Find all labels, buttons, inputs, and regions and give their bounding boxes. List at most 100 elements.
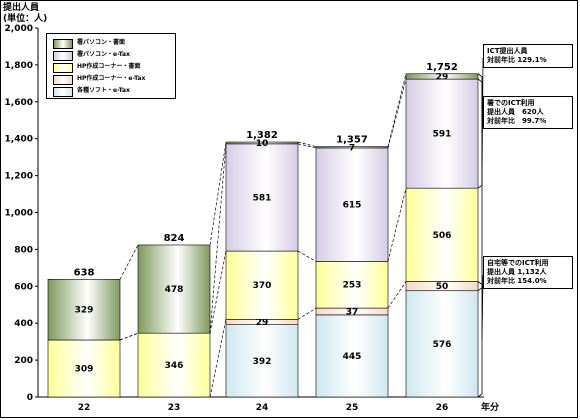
legend-swatch xyxy=(53,87,73,97)
legend-swatch xyxy=(53,51,73,61)
legend: 署パソコン・書面 署パソコン・e-Tax HP作成コーナー・書面 HP作成コーナー・e… xyxy=(46,33,176,99)
connector-line xyxy=(387,73,407,147)
connector-line xyxy=(387,188,407,262)
bar-segment-label: 253 xyxy=(343,281,362,291)
callout-home-ict: 自宅等でのICT利用 提出人員 1,132人 対前年比 154.0% xyxy=(483,256,573,289)
x-tick-label: 24 xyxy=(256,403,269,413)
connector-line xyxy=(297,250,317,262)
bar-segment xyxy=(405,187,479,282)
y-tick-label: 600 xyxy=(14,282,33,292)
bar-segment-label: 615 xyxy=(343,201,362,211)
connector-line xyxy=(209,143,227,334)
bar-segment-label: 370 xyxy=(253,281,272,291)
bar-total-label: 1,752 xyxy=(426,62,458,73)
bar-total-label: 638 xyxy=(74,267,95,278)
y-axis-title: 提出人員 (単位：人) xyxy=(3,3,47,25)
bar-segment xyxy=(405,73,479,80)
bar-total-label: 1,382 xyxy=(246,130,278,141)
legend-swatch xyxy=(53,63,73,73)
y-axis-title-line2: (単位：人) xyxy=(3,14,48,24)
bar-total-label: 824 xyxy=(164,233,185,244)
bar-segment-label: 506 xyxy=(433,231,452,241)
callout-line: 提出人員 620人 xyxy=(487,108,544,116)
bar-segment xyxy=(315,314,389,398)
y-tick-label: 1,000 xyxy=(5,209,33,219)
bar-segment-label: 329 xyxy=(75,306,94,316)
bar-segment-label: 29 xyxy=(436,72,449,82)
bracket-home-ict-leader xyxy=(481,274,484,340)
bar-segment-label: 392 xyxy=(253,357,272,367)
callout-line: 署でのICT利用 xyxy=(487,99,535,107)
bar-segment xyxy=(405,78,479,189)
bar-segment xyxy=(47,339,121,398)
x-tick-label: 25 xyxy=(346,403,359,413)
connector-line xyxy=(297,141,317,147)
bracket-home-ict xyxy=(477,281,483,398)
bar-segment-label: 581 xyxy=(253,193,272,203)
callout-line: 対前年比 129.1% xyxy=(487,56,547,64)
bar-segment xyxy=(137,244,211,334)
connector-line xyxy=(297,307,317,320)
connector-line xyxy=(387,79,407,149)
connector-line xyxy=(209,250,227,334)
bar-segment-label: 29 xyxy=(256,318,269,328)
bar-total-label: 1,357 xyxy=(336,135,368,146)
bar-segment-label: 445 xyxy=(343,352,362,362)
legend-label: HP作成コーナー・書面 xyxy=(77,63,141,70)
y-tick-label: 200 xyxy=(14,356,33,366)
y-tick-label: 1,200 xyxy=(5,172,33,182)
bar-segment-label: 10 xyxy=(256,139,269,149)
y-axis-title-line1: 提出人員 xyxy=(3,3,40,13)
connector-line xyxy=(387,281,407,309)
x-tick-label: 22 xyxy=(78,403,91,413)
callout-line: 自宅等でのICT利用 xyxy=(487,259,549,267)
bracket-office-ict-leader xyxy=(481,111,484,134)
legend-swatch xyxy=(53,39,73,49)
y-tick-label: 2,000 xyxy=(5,24,33,34)
bar-segment xyxy=(225,324,299,398)
y-tick-label: 400 xyxy=(14,319,33,329)
connector-line xyxy=(209,141,227,246)
callout-line: 対前年比 99.7% xyxy=(487,117,547,125)
callout-ict-total: ICT提出人員 対前年比 129.1% xyxy=(483,44,573,68)
connector-line xyxy=(209,319,227,398)
callout-line: 対前年比 154.0% xyxy=(487,277,547,285)
bar-segment-label: 7 xyxy=(349,143,355,153)
bar-segment xyxy=(137,332,211,398)
legend-label: 署パソコン・書面 xyxy=(77,39,126,46)
bar-segment-label: 37 xyxy=(346,307,359,317)
bar-segment xyxy=(225,250,299,320)
connector-line xyxy=(119,332,139,341)
bar-segment xyxy=(225,141,299,145)
bar-segment xyxy=(47,278,121,341)
callout-line: 提出人員 1,132人 xyxy=(487,268,547,276)
legend-label: 各種ソフト・e-Tax xyxy=(77,87,130,94)
connector-line xyxy=(297,143,317,149)
bar-segment-label: 50 xyxy=(436,282,449,292)
callout-office-ict: 署でのICT利用 提出人員 620人 対前年比 99.7% xyxy=(483,96,573,129)
bracket-ict-total xyxy=(477,73,483,292)
bar-segment xyxy=(405,290,479,398)
y-tick-label: 1,600 xyxy=(5,98,33,108)
bar-segment-label: 576 xyxy=(433,340,452,350)
bar-segment xyxy=(225,143,299,252)
callout-line: ICT提出人員 xyxy=(487,47,528,55)
bar-segment xyxy=(315,147,389,262)
legend-label: HP作成コーナー・e-Tax xyxy=(77,75,146,82)
x-unit-label: 年分 xyxy=(481,401,499,413)
y-tick-label: 800 xyxy=(14,245,33,255)
x-tick-label: 26 xyxy=(436,403,449,413)
y-tick-label: 1,800 xyxy=(5,61,33,71)
bar-segment-label: 309 xyxy=(75,364,94,374)
legend-swatch xyxy=(53,75,73,85)
connector-line xyxy=(119,244,139,280)
y-tick-label: 0 xyxy=(27,393,33,403)
bracket-office-ict xyxy=(477,78,483,189)
x-tick-label: 23 xyxy=(168,403,181,413)
bar-segment-label: 346 xyxy=(165,361,184,371)
y-tick-label: 1,400 xyxy=(5,135,33,145)
bar-segment-label: 478 xyxy=(165,285,184,295)
legend-label: 署パソコン・e-Tax xyxy=(77,51,130,58)
